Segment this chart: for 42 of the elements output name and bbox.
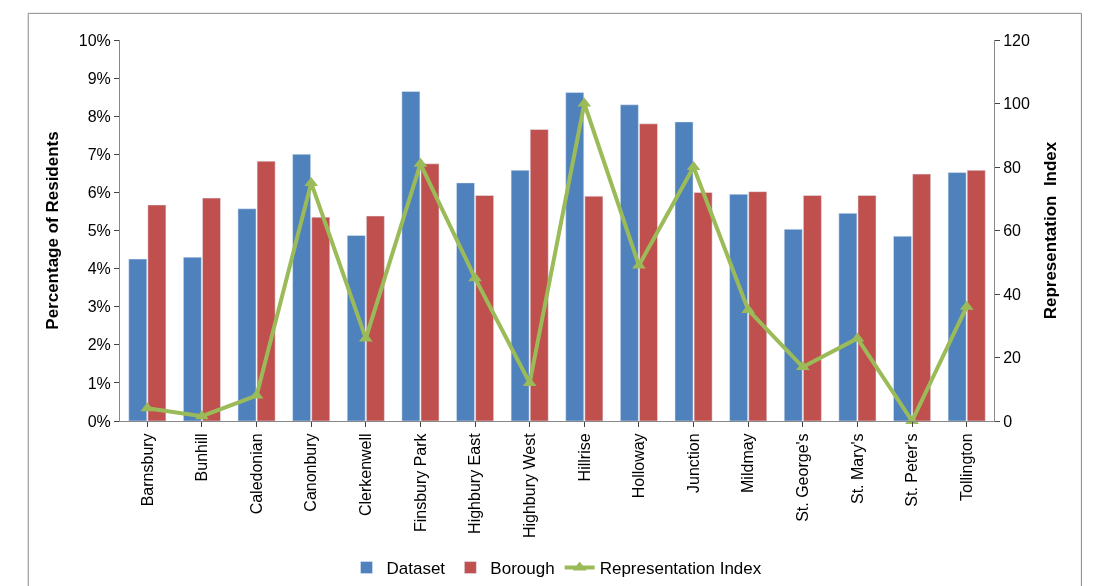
x-tick-label: Caledonian xyxy=(247,433,265,515)
legend-label: Representation Index xyxy=(599,559,762,579)
x-tick-label: Tollington xyxy=(957,433,975,502)
x-tick-label: Bunhill xyxy=(193,433,211,482)
y2-tick-label: 0 xyxy=(1003,412,1013,430)
x-tick-label: St. George's xyxy=(794,433,812,522)
x-tick-label: Holloway xyxy=(630,433,648,499)
legend-label: Borough xyxy=(490,559,555,579)
point xyxy=(468,272,482,282)
x-tick-label: Mildmay xyxy=(739,433,757,493)
x-tick-label: Clerkenwell xyxy=(357,433,375,517)
y-tick-label: 10% xyxy=(78,31,111,49)
x-tick-label: St. Peter's xyxy=(903,433,921,507)
y-tick-label: 8% xyxy=(87,107,111,125)
x-tick-label: Finsbury Park xyxy=(411,432,429,533)
y2-tick-label: 60 xyxy=(1003,222,1022,240)
y-tick-label: 0% xyxy=(87,412,111,430)
x-tick-label: Hillrise xyxy=(575,433,593,482)
y-axis-title: Percentage of Residents xyxy=(43,131,63,330)
y-tick-label: 9% xyxy=(87,69,111,87)
x-tick-label: Highbury East xyxy=(466,432,484,534)
y2-tick-label: 120 xyxy=(1003,31,1030,49)
x-tick-label: Highbury West xyxy=(520,432,538,539)
point xyxy=(632,259,646,269)
legend-label: Dataset xyxy=(386,559,446,579)
x-tick-label: Barnsbury xyxy=(138,433,156,507)
y2-tick-label: 40 xyxy=(1003,285,1022,303)
y2-tick-label: 100 xyxy=(1003,95,1030,113)
y2-axis-title: Representation Index xyxy=(1041,141,1061,320)
point xyxy=(195,410,209,420)
y2-tick-label: 80 xyxy=(1003,158,1022,176)
x-tick-label: Junction xyxy=(684,433,702,493)
y-tick-label: 7% xyxy=(87,145,111,163)
y-tick-label: 1% xyxy=(87,374,111,392)
y2-tick-label: 20 xyxy=(1003,349,1022,367)
y-tick-label: 2% xyxy=(87,336,111,354)
x-tick-label: St. Mary's xyxy=(848,433,866,505)
y-tick-label: 4% xyxy=(87,260,111,278)
y-tick-label: 6% xyxy=(87,184,111,201)
y-tick-label: 5% xyxy=(87,222,111,240)
y-tick-label: 3% xyxy=(87,298,111,316)
x-tick-label: Canonbury xyxy=(302,433,320,512)
